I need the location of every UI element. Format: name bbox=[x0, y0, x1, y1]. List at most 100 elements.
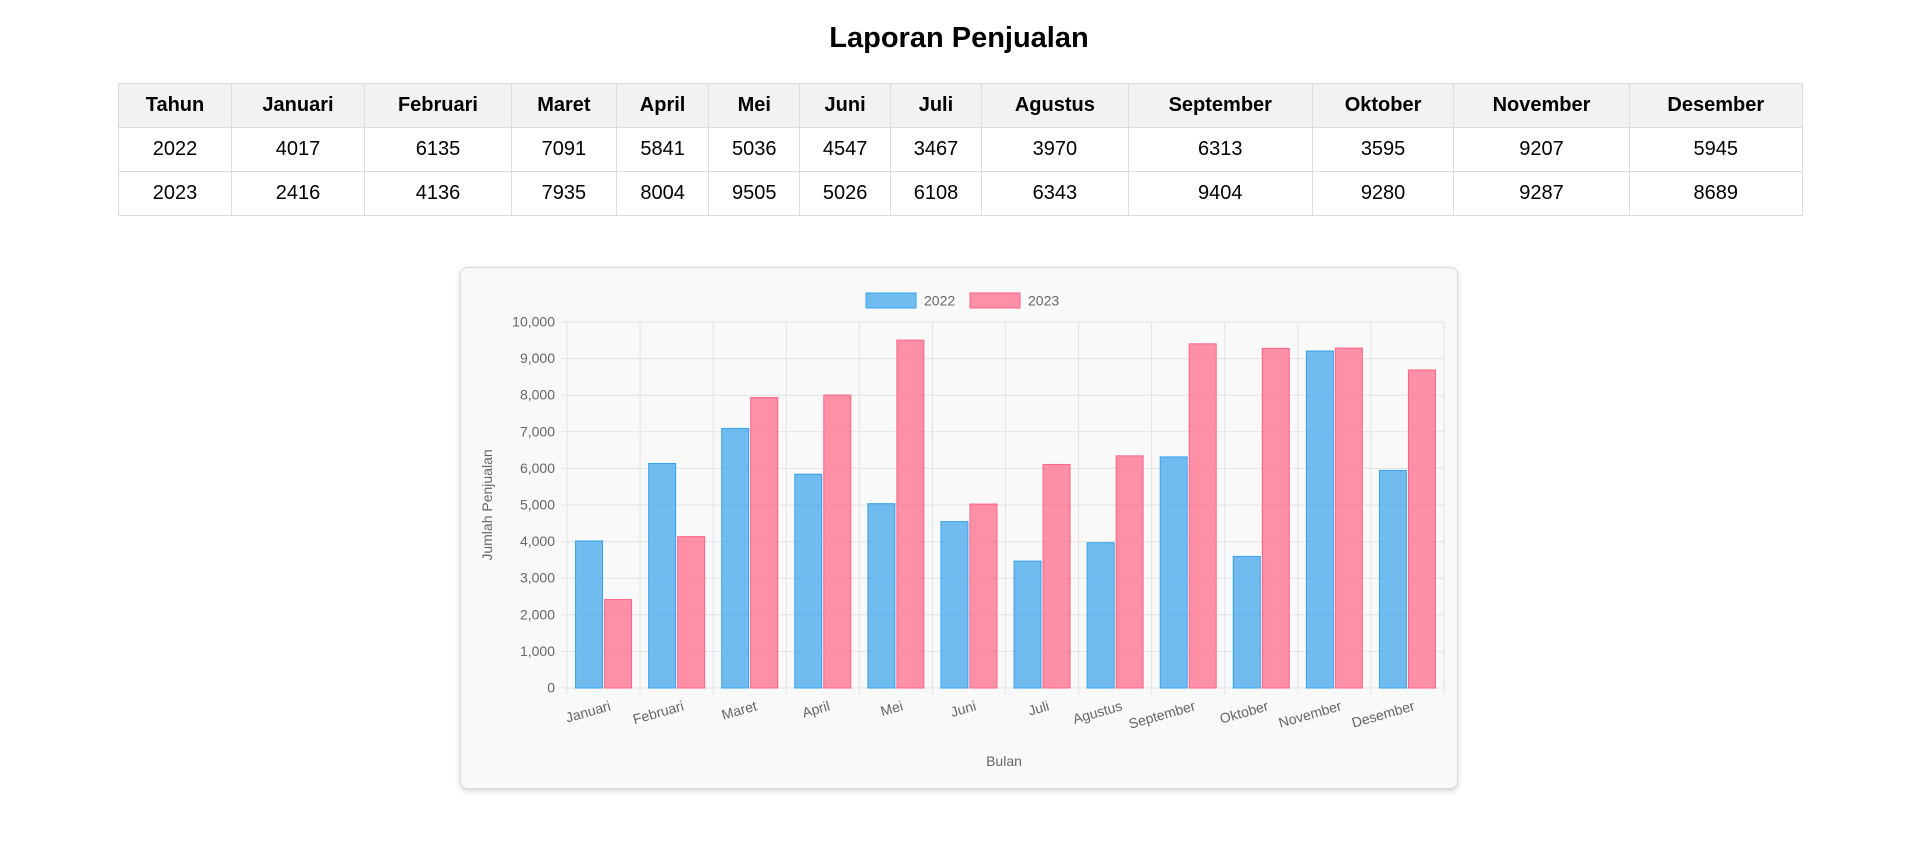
y-tick-label: 3,000 bbox=[520, 570, 555, 586]
y-tick-label: 0 bbox=[547, 680, 555, 696]
bar-2022-oktober[interactable] bbox=[1232, 555, 1261, 689]
table-header-cell: Oktober bbox=[1311, 83, 1455, 128]
bar-2023-januari[interactable] bbox=[604, 599, 633, 689]
y-tick-label: 9,000 bbox=[520, 350, 555, 366]
bar-2023-oktober[interactable] bbox=[1261, 347, 1290, 689]
x-tick-label: Februari bbox=[631, 698, 686, 728]
bar-2023-agustus[interactable] bbox=[1115, 455, 1144, 689]
chart-bars bbox=[575, 339, 1436, 689]
bar-2022-september[interactable] bbox=[1159, 456, 1188, 689]
y-axis-label: Jumlah Penjualan bbox=[479, 449, 495, 560]
sales-table: Tahun Januari Februari Maret April Mei Juni Jul… bbox=[118, 83, 1804, 216]
x-tick-label: Desember bbox=[1350, 697, 1417, 730]
x-axis-ticks: Januari Februari Maret April Mei Juni Juli Agus… bbox=[564, 697, 1417, 731]
y-tick-label: 6,000 bbox=[520, 460, 555, 476]
table-cell: 5841 bbox=[615, 127, 710, 172]
table-cell: 3595 bbox=[1311, 127, 1455, 172]
table-cell: 9287 bbox=[1453, 171, 1630, 216]
table-cell: 6343 bbox=[980, 171, 1129, 216]
table-header-cell: November bbox=[1453, 83, 1630, 128]
bar-2022-juni[interactable] bbox=[940, 521, 969, 689]
bar-2022-november[interactable] bbox=[1305, 350, 1334, 689]
table-cell: 4136 bbox=[363, 171, 512, 216]
x-tick-label: April bbox=[800, 698, 831, 721]
table-cell: 9207 bbox=[1453, 127, 1630, 172]
x-tick-label: September bbox=[1127, 697, 1198, 731]
y-tick-label: 8,000 bbox=[520, 387, 555, 403]
x-tick-label: Oktober bbox=[1218, 697, 1271, 726]
y-tick-label: 4,000 bbox=[520, 533, 555, 549]
table-cell: 9505 bbox=[708, 171, 801, 216]
x-tick-label: Juli bbox=[1026, 698, 1051, 719]
table-header-cell: Juli bbox=[890, 83, 982, 128]
table-header-cell: Tahun bbox=[118, 83, 232, 128]
sales-bar-chart: 0 1,000 2,000 3,000 4,000 5,000 6,000 7,000 8,00… bbox=[479, 292, 1445, 769]
table-cell: 8004 bbox=[615, 171, 710, 216]
table-header-cell: Juni bbox=[799, 83, 892, 128]
bar-2023-juni[interactable] bbox=[969, 503, 998, 689]
table-header-cell: Januari bbox=[231, 83, 365, 128]
bar-2023-februari[interactable] bbox=[677, 536, 706, 689]
bar-2022-desember[interactable] bbox=[1378, 469, 1407, 689]
chart-legend: 2022 2023 bbox=[865, 292, 1059, 309]
bar-2022-mei[interactable] bbox=[867, 503, 896, 689]
bar-2022-agustus[interactable] bbox=[1086, 542, 1115, 689]
table-cell: 5945 bbox=[1628, 127, 1804, 172]
legend-swatch-2023[interactable] bbox=[969, 292, 1021, 309]
table-cell: 2023 bbox=[118, 171, 232, 216]
legend-label[interactable]: 2023 bbox=[1028, 293, 1059, 309]
bar-2022-juli[interactable] bbox=[1013, 560, 1042, 689]
bar-2023-maret[interactable] bbox=[750, 397, 779, 689]
table-cell: 8689 bbox=[1628, 171, 1804, 216]
bar-2023-april[interactable] bbox=[823, 394, 852, 689]
table-cell: 2022 bbox=[118, 127, 232, 172]
table-row: 2023 2416 4136 7935 8004 9505 5026 6108 6343 9404… bbox=[118, 171, 1804, 216]
bar-2022-maret[interactable] bbox=[721, 427, 750, 689]
table-cell: 5036 bbox=[708, 127, 801, 172]
bar-2023-mei[interactable] bbox=[896, 339, 925, 689]
bar-2022-april[interactable] bbox=[794, 473, 823, 689]
x-tick-label: Mei bbox=[879, 698, 905, 720]
table-cell: 3467 bbox=[890, 127, 982, 172]
table-cell: 6108 bbox=[890, 171, 982, 216]
table-row: 2022 4017 6135 7091 5841 5036 4547 3467 3970 6313… bbox=[118, 127, 1804, 172]
x-axis-label: Bulan bbox=[986, 753, 1022, 769]
page-title: Laporan Penjualan bbox=[829, 22, 1089, 54]
y-tick-label: 5,000 bbox=[520, 497, 555, 513]
table-header-cell: April bbox=[615, 83, 710, 128]
table-header-cell: Mei bbox=[708, 83, 801, 128]
table-cell: 3970 bbox=[980, 127, 1129, 172]
legend-label[interactable]: 2022 bbox=[924, 293, 955, 309]
table-cell: 5026 bbox=[799, 171, 892, 216]
table-body: 2022 4017 6135 7091 5841 5036 4547 3467 3970 6313… bbox=[118, 127, 1804, 216]
table-header-cell: September bbox=[1127, 83, 1313, 128]
table-cell: 9280 bbox=[1311, 171, 1455, 216]
bar-2023-november[interactable] bbox=[1334, 347, 1363, 689]
table-header-cell: Maret bbox=[510, 83, 617, 128]
x-tick-label: Januari bbox=[564, 698, 613, 726]
table-cell: 7935 bbox=[510, 171, 617, 216]
table-cell: 7091 bbox=[510, 127, 617, 172]
y-tick-label: 1,000 bbox=[520, 643, 555, 659]
table-cell: 4547 bbox=[799, 127, 892, 172]
chart-card: 0 1,000 2,000 3,000 4,000 5,000 6,000 7,000 8,00… bbox=[460, 267, 1458, 789]
bar-2023-juli[interactable] bbox=[1042, 463, 1071, 689]
table-cell: 6135 bbox=[363, 127, 512, 172]
y-tick-label: 2,000 bbox=[520, 606, 555, 622]
legend-swatch-2022[interactable] bbox=[865, 292, 917, 309]
table-cell: 4017 bbox=[231, 127, 365, 172]
y-tick-label: 7,000 bbox=[520, 423, 555, 439]
table-cell: 2416 bbox=[231, 171, 365, 216]
bar-2023-september[interactable] bbox=[1188, 343, 1217, 689]
bar-2022-februari[interactable] bbox=[648, 462, 677, 689]
table-header-cell: Agustus bbox=[980, 83, 1129, 128]
chart-grid bbox=[561, 321, 1445, 694]
table-header-cell: Desember bbox=[1628, 83, 1804, 128]
y-tick-label: 10,000 bbox=[512, 314, 555, 330]
y-axis-ticks: 0 1,000 2,000 3,000 4,000 5,000 6,000 7,000 8,00… bbox=[512, 314, 555, 696]
x-tick-label: November bbox=[1277, 697, 1344, 730]
bar-2022-januari[interactable] bbox=[575, 540, 604, 689]
table-cell: 6313 bbox=[1127, 127, 1313, 172]
bar-2023-desember[interactable] bbox=[1407, 369, 1436, 689]
x-tick-label: Maret bbox=[720, 697, 759, 722]
